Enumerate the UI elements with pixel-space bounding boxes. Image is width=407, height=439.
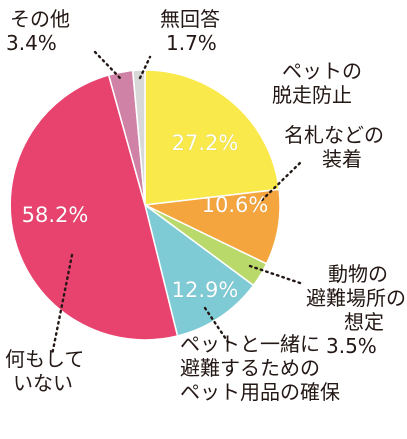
slice-category-label: 動物の避難場所の想定 3.5% xyxy=(306,262,406,358)
slice-value-label: 12.9% xyxy=(172,278,239,302)
pie-slice xyxy=(131,69,146,206)
category-label-line: 無回答 xyxy=(160,7,220,31)
leader-lines xyxy=(50,50,302,357)
slice-category-label: ペットと一緒に避難するためのペット用品の確保 xyxy=(180,332,340,404)
category-label-line: 1.7% xyxy=(166,31,217,55)
leader-line xyxy=(50,253,74,357)
slice-category-label: ペットの脱走防止 xyxy=(272,59,362,107)
leader-line xyxy=(138,55,152,80)
category-label-line: ペットと一緒に xyxy=(180,332,320,356)
category-label-line: ペットの xyxy=(282,59,362,83)
slice-value-label: 10.6% xyxy=(202,193,269,217)
category-label-line: 名札などの xyxy=(284,123,384,147)
category-label-line: その他 xyxy=(10,7,70,31)
slice-value-label: 58.2% xyxy=(22,203,89,227)
pie-slice xyxy=(143,203,255,337)
category-label-line: 何もして xyxy=(5,347,84,371)
pie-slice xyxy=(9,74,179,341)
category-label-line: 3.5% xyxy=(326,334,377,358)
slice-category-label: 何もしていない xyxy=(5,347,84,395)
pie-slices xyxy=(9,69,281,341)
slice-value-label: 27.2% xyxy=(172,131,239,155)
category-label-line: 避難するための xyxy=(180,356,320,380)
category-label-line: 想定 xyxy=(344,310,384,334)
leader-line xyxy=(203,306,232,347)
category-label-line: 脱走防止 xyxy=(272,83,352,107)
category-label-line: 装着 xyxy=(322,147,362,171)
slice-category-label: 無回答 1.7% xyxy=(160,7,220,55)
leader-line xyxy=(93,50,122,80)
slice-category-label: その他 3.4% xyxy=(6,7,70,55)
category-label-line: 動物の xyxy=(328,262,388,286)
category-label-line: 避難場所の xyxy=(306,286,406,310)
category-label-line: いない xyxy=(13,371,73,395)
pie-slice xyxy=(144,69,280,206)
category-label-line: ペット用品の確保 xyxy=(180,380,340,404)
slice-category-label: 名札などの装着 xyxy=(284,123,384,171)
category-label-line: 3.4% xyxy=(6,31,57,55)
